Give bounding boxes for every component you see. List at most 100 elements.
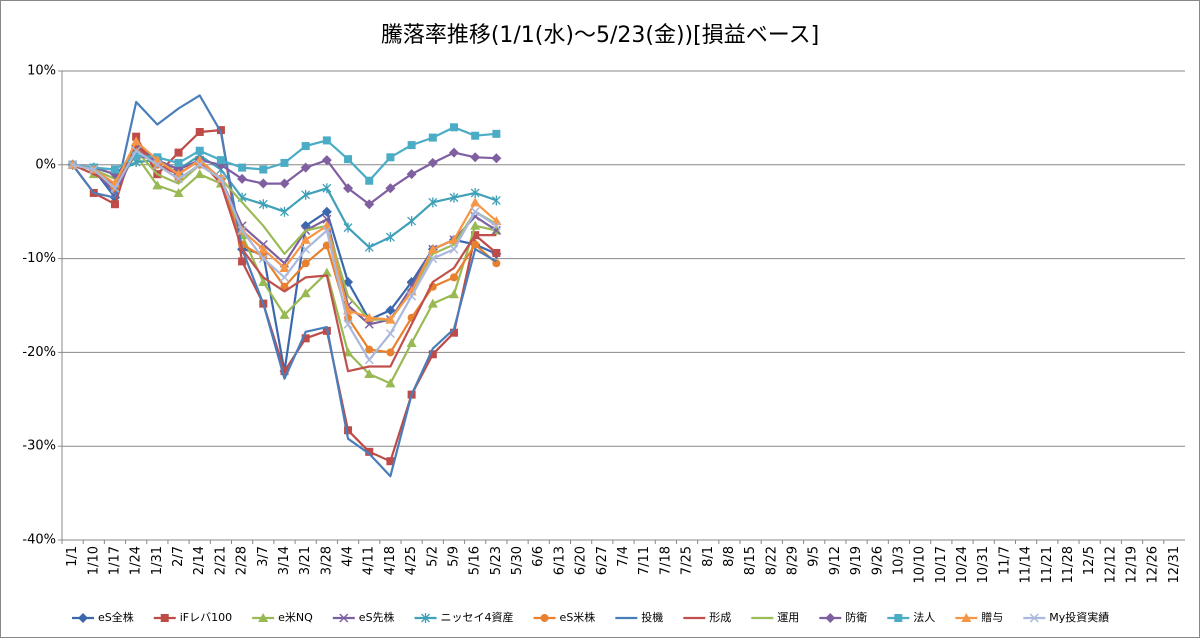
marker [448, 147, 459, 158]
marker [279, 178, 290, 189]
marker [216, 156, 225, 165]
marker [386, 153, 395, 162]
x-tick-label: 6/27 [595, 546, 610, 575]
y-tick-label: -30% [22, 439, 56, 454]
marker [407, 291, 417, 301]
marker [258, 613, 269, 622]
x-tick-label: 6/20 [574, 546, 589, 575]
marker [470, 207, 480, 217]
x-tick-label: 7/11 [637, 546, 652, 575]
marker [364, 312, 375, 322]
marker [449, 273, 458, 282]
legend-label: eS米株 [560, 610, 596, 624]
legend-item: iFレバ100 [153, 611, 232, 624]
marker [301, 259, 310, 268]
x-tick-label: 8/1 [701, 546, 716, 567]
marker [365, 176, 374, 185]
marker [1029, 613, 1039, 623]
marker [386, 457, 395, 466]
x-tick-label: 8/29 [786, 546, 801, 575]
legend-label: eS全株 [98, 610, 134, 624]
marker [407, 141, 416, 150]
marker [470, 187, 480, 198]
marker [492, 129, 501, 138]
marker [131, 146, 141, 156]
legend-label: e米NQ [278, 611, 313, 624]
x-tick-label: 11/28 [1061, 546, 1076, 583]
x-tick-label: 11/14 [1019, 546, 1034, 583]
marker [110, 183, 120, 193]
x-tick-label: 3/28 [319, 546, 334, 575]
legend-item: 運用 [751, 611, 799, 624]
series-line [72, 149, 497, 321]
marker [279, 272, 290, 282]
x-tick-label: 11/21 [1040, 546, 1055, 583]
marker [238, 257, 247, 266]
legend-label: 防衛 [845, 610, 867, 624]
marker [258, 199, 268, 210]
marker [152, 180, 163, 190]
x-tick-label: 5/16 [468, 546, 483, 575]
marker [89, 164, 99, 175]
x-tick-label: 1/24 [129, 546, 144, 575]
x-tick-label: 5/9 [446, 546, 461, 567]
x-tick-label: 7/4 [616, 546, 631, 567]
marker [321, 155, 332, 166]
legend-label: 贈与 [981, 610, 1003, 624]
marker [174, 174, 184, 184]
marker [421, 613, 431, 623]
x-tick-label: 8/15 [743, 546, 758, 575]
x-tick-label: 6/6 [531, 546, 546, 567]
legend-label: ニッセイ4資産 [441, 611, 514, 624]
x-tick-label: 2/21 [213, 546, 228, 575]
marker [894, 614, 903, 622]
legend-item: e米NQ [252, 611, 313, 624]
y-tick-label: -10% [22, 251, 56, 266]
legend-item: eS全株 [72, 610, 134, 624]
marker [343, 183, 354, 194]
marker [280, 206, 289, 217]
legend-label: eS先株 [359, 610, 395, 624]
marker [259, 165, 268, 174]
x-tick-label: 2/7 [171, 546, 186, 567]
x-tick-label: 8/22 [764, 546, 779, 575]
marker [961, 613, 972, 622]
marker [448, 289, 459, 299]
legend-item: eS先株 [332, 610, 395, 624]
marker [280, 282, 289, 291]
x-tick-label: 4/25 [404, 546, 419, 575]
x-tick-label: 10/17 [934, 546, 949, 583]
marker [238, 163, 247, 172]
marker [385, 314, 396, 324]
x-tick-label: 9/26 [870, 546, 885, 575]
marker [195, 127, 204, 136]
marker [491, 153, 502, 164]
x-tick-label: 4/11 [362, 546, 377, 575]
marker [365, 345, 374, 354]
marker [385, 305, 396, 316]
series-line [72, 144, 497, 373]
marker [160, 614, 169, 622]
marker [322, 136, 331, 145]
x-tick-label: 12/26 [1146, 546, 1161, 583]
marker [110, 200, 119, 209]
legend-item: 投機 [615, 610, 663, 624]
marker [78, 613, 88, 623]
x-tick-label: 10/31 [976, 546, 991, 583]
y-tick-label: -20% [22, 345, 56, 360]
legend-item: 法人 [887, 610, 935, 624]
marker [300, 234, 311, 244]
marker [385, 232, 395, 243]
marker [321, 267, 332, 277]
marker [470, 220, 481, 230]
legend-item: My投資実績 [1023, 610, 1109, 624]
marker [258, 254, 268, 264]
x-tick-label: 9/19 [849, 546, 864, 575]
marker [470, 197, 481, 207]
marker [364, 199, 375, 210]
marker [300, 162, 311, 173]
x-tick-label: 7/25 [680, 546, 695, 575]
x-tick-label: 3/14 [277, 546, 292, 575]
marker [491, 195, 501, 206]
series-line [71, 94, 497, 478]
